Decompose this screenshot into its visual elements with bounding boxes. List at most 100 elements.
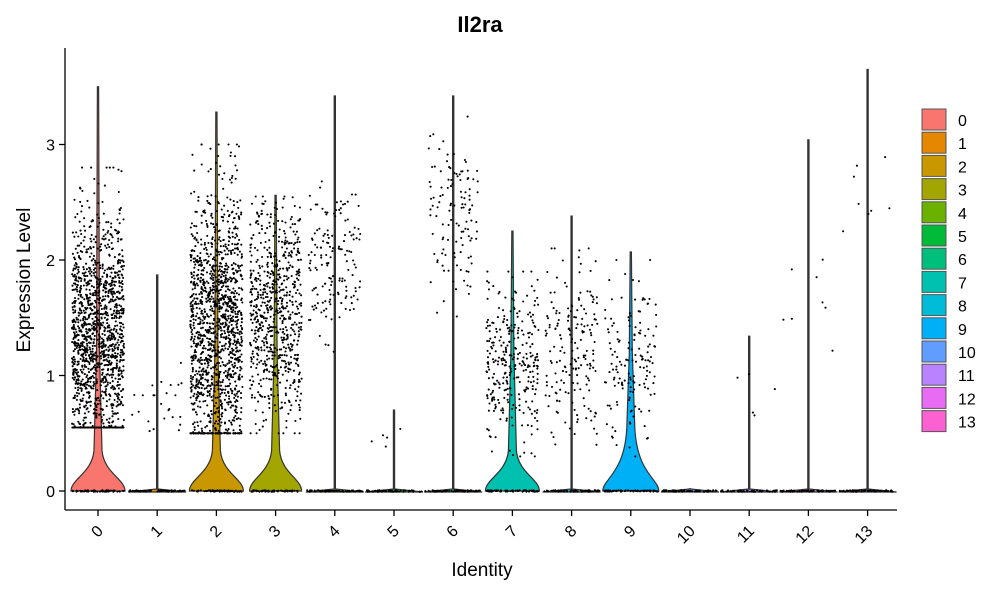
cell-point: [227, 278, 230, 281]
cell-point: [87, 367, 90, 370]
cell-point: [77, 386, 80, 389]
cell-point: [453, 204, 456, 207]
cell-point: [286, 240, 289, 243]
cell-point: [527, 376, 530, 379]
cell-point: [202, 344, 206, 347]
cell-point: [234, 269, 237, 272]
cell-point: [289, 409, 292, 412]
cell-point: [95, 369, 98, 373]
cell-point: [119, 358, 122, 362]
cell-point: [100, 420, 103, 423]
cell-point: [506, 490, 509, 492]
cell-point: [218, 376, 221, 379]
cell-point: [503, 364, 506, 367]
cell-point: [331, 275, 335, 278]
cell-point: [525, 342, 528, 345]
cell-point: [566, 489, 569, 492]
cell-point: [532, 361, 535, 364]
cell-point: [260, 490, 263, 493]
cell-point: [118, 259, 121, 262]
cell-point: [403, 489, 406, 492]
cell-point: [581, 317, 584, 320]
cell-point: [396, 489, 399, 492]
violin-cluster-1: 1: [128, 274, 187, 541]
cell-point: [86, 199, 89, 202]
cell-point: [191, 328, 194, 331]
cell-point: [217, 345, 220, 348]
y-tick-label: 3: [46, 138, 55, 155]
cell-point: [207, 315, 210, 318]
cell-point: [96, 362, 99, 365]
cell-point: [517, 336, 520, 339]
cell-point: [293, 380, 296, 383]
cell-point: [298, 373, 301, 376]
cell-point: [452, 153, 455, 156]
cell-point: [113, 327, 116, 330]
cell-point: [202, 384, 205, 387]
cell-point: [293, 283, 296, 286]
cell-point: [194, 432, 197, 435]
cell-point: [280, 306, 284, 309]
cell-point: [399, 489, 402, 492]
cell-point: [531, 388, 534, 391]
cell-point: [115, 229, 118, 232]
cell-point: [191, 311, 194, 314]
cell-point: [264, 362, 267, 365]
cell-point: [207, 489, 210, 492]
cell-point: [210, 344, 213, 347]
cell-point: [110, 328, 113, 331]
cell-point: [235, 169, 239, 172]
cell-point: [76, 212, 79, 216]
cell-point: [115, 367, 118, 370]
cell-point: [462, 206, 465, 209]
cell-point: [91, 367, 94, 370]
cell-point: [357, 204, 360, 207]
cell-point: [112, 388, 115, 391]
cell-point: [212, 291, 215, 294]
cell-point: [228, 178, 232, 181]
cell-point: [315, 307, 318, 310]
cell-point: [74, 321, 77, 324]
cell-point: [227, 401, 230, 404]
cell-point: [114, 276, 117, 279]
cell-point: [206, 391, 210, 394]
cell-point: [289, 355, 293, 359]
cell-point: [203, 243, 206, 246]
cell-point: [207, 292, 210, 295]
cell-point: [195, 302, 198, 306]
cell-point: [119, 261, 122, 264]
cell-point: [260, 296, 263, 299]
cell-point: [197, 302, 200, 305]
cell-point: [219, 403, 222, 406]
cell-point: [118, 285, 121, 288]
cell-point: [116, 395, 119, 398]
cell-point: [314, 243, 317, 246]
cell-point: [92, 321, 95, 324]
cell-point: [231, 328, 234, 331]
cell-point: [72, 267, 75, 270]
cell-point: [494, 436, 497, 439]
cell-point: [228, 214, 231, 217]
cell-point: [82, 309, 85, 312]
cell-point: [85, 330, 88, 333]
cell-point: [191, 333, 194, 336]
cell-point: [522, 411, 525, 414]
cell-point: [193, 277, 196, 280]
cell-point: [297, 250, 300, 253]
cell-point: [580, 490, 583, 493]
cell-point: [228, 359, 231, 362]
cell-point: [117, 343, 121, 347]
cell-point: [278, 307, 281, 310]
cell-point: [117, 338, 120, 342]
cell-point: [100, 316, 103, 319]
cell-point: [93, 344, 97, 347]
cell-point: [281, 206, 284, 209]
cell-point: [213, 281, 216, 284]
cell-point: [206, 379, 209, 382]
cell-point: [309, 208, 312, 211]
cell-point: [228, 419, 231, 422]
cell-point: [331, 250, 334, 253]
cell-point: [531, 400, 534, 403]
cell-point: [276, 303, 279, 306]
cell-point: [256, 373, 260, 376]
